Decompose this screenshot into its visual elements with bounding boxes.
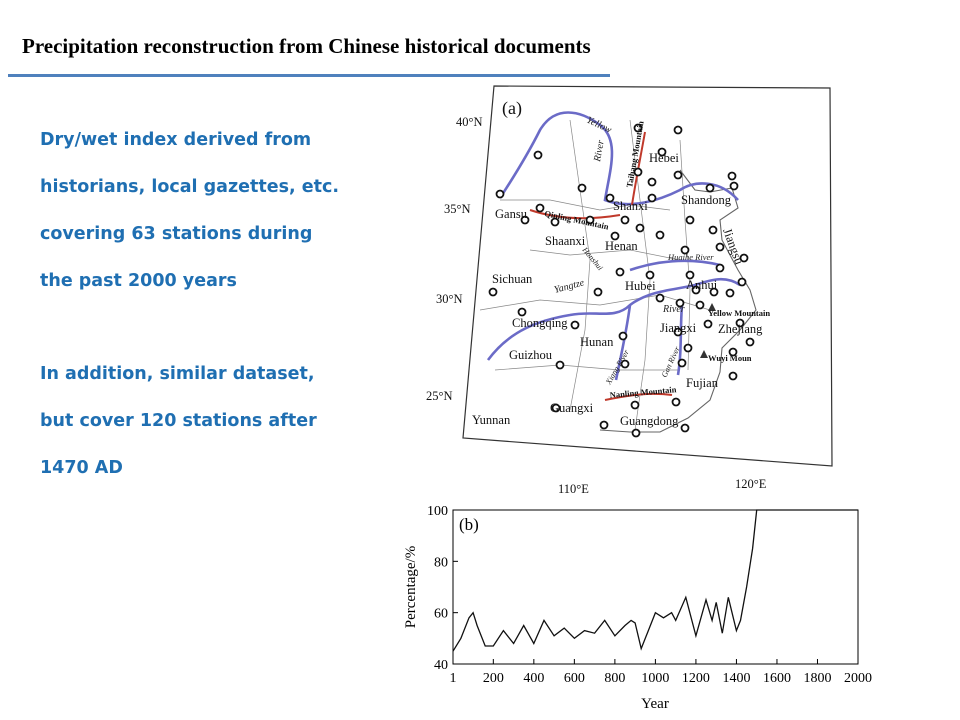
province-label: Shanxi bbox=[613, 199, 648, 213]
text-line: Dry/wet index derived from bbox=[40, 130, 312, 150]
province-label: Guangxi bbox=[550, 401, 594, 415]
x-tick-label: 400 bbox=[523, 671, 544, 686]
province-label: Anhui bbox=[686, 278, 718, 292]
y-tick-label: 60 bbox=[434, 607, 448, 622]
x-tick-label: 1800 bbox=[803, 671, 831, 686]
text-line: In addition, similar dataset, bbox=[40, 364, 315, 384]
title-underline bbox=[8, 74, 610, 77]
x-tick-label: 1000 bbox=[641, 671, 669, 686]
x-axis-label: Year bbox=[641, 696, 669, 712]
x-tick-label: 1600 bbox=[763, 671, 791, 686]
province-label: Gansu bbox=[495, 207, 528, 221]
x-tick-label: 1400 bbox=[722, 671, 750, 686]
station-map: (a) 40°N 35°N 30°N 25°N 110°E 120°E Hebe… bbox=[426, 85, 833, 495]
province-label: Shaanxi bbox=[545, 234, 586, 248]
mountain-label: Yellow Mountain bbox=[708, 308, 770, 318]
slide-title: Precipitation reconstruction from Chines… bbox=[22, 34, 591, 58]
province-label: Jiangxi bbox=[660, 321, 697, 335]
percentage-chart: (b) Percentage/% Year 1 200 400 600 800 1000 1… bbox=[403, 504, 872, 712]
text-line: covering 63 stations during bbox=[40, 224, 313, 244]
province-label: Hebei bbox=[649, 151, 679, 165]
province-label: Shandong bbox=[681, 193, 732, 207]
body-text: Dry/wet index derived from historians, l… bbox=[40, 124, 370, 499]
text-line: historians, local gazettes, etc. bbox=[40, 177, 340, 197]
x-tick-label: 1200 bbox=[682, 671, 710, 686]
y-tick-label: 100 bbox=[427, 504, 448, 519]
x-tick-label: 1 bbox=[450, 671, 457, 686]
xiang-river bbox=[614, 304, 632, 381]
plot-frame bbox=[452, 509, 859, 665]
gan-river bbox=[676, 304, 684, 376]
series-line bbox=[452, 509, 858, 652]
huaihe-river bbox=[629, 259, 721, 272]
text-line: 1470 AD bbox=[40, 458, 123, 478]
stations bbox=[488, 123, 755, 438]
qinling-mountain bbox=[529, 209, 621, 220]
province-label: Guangdong bbox=[620, 414, 679, 428]
river-label: River bbox=[662, 304, 685, 315]
river-label: Huaihe River bbox=[667, 252, 714, 262]
mountain-label: Wuyi Moun bbox=[708, 353, 752, 363]
x-tick-label: 600 bbox=[564, 671, 585, 686]
y-tick-label: 80 bbox=[434, 555, 448, 570]
province-label: Zhejiang bbox=[718, 322, 763, 336]
x-tick-label: 800 bbox=[604, 671, 625, 686]
x-tick-label: 2000 bbox=[844, 671, 872, 686]
lat-label: 40°N bbox=[456, 115, 483, 129]
yellow-river bbox=[498, 111, 739, 206]
province-label: Guizhou bbox=[509, 348, 553, 362]
lon-label: 120°E bbox=[735, 477, 767, 491]
province-label: Yunnan bbox=[472, 413, 511, 427]
province-label: Hunan bbox=[580, 335, 614, 349]
panel-label: (b) bbox=[459, 515, 479, 534]
y-axis-label: Percentage/% bbox=[403, 546, 419, 628]
province-label: Hubei bbox=[625, 279, 656, 293]
text-line: but cover 120 stations after bbox=[40, 411, 317, 431]
lat-label: 30°N bbox=[436, 292, 463, 306]
lat-label: 25°N bbox=[426, 389, 453, 403]
lat-label: 35°N bbox=[444, 202, 471, 216]
rivers bbox=[486, 111, 741, 381]
wuyi-mountain-marker bbox=[700, 350, 708, 358]
river-label: River bbox=[592, 139, 607, 163]
yellow-mountain-marker bbox=[708, 303, 716, 311]
nanling-mountain bbox=[604, 392, 673, 401]
text-line: the past 2000 years bbox=[40, 271, 237, 291]
lon-label: 110°E bbox=[558, 482, 589, 495]
province-label: Henan bbox=[605, 239, 638, 253]
panel-label: (a) bbox=[502, 98, 522, 119]
y-tick-label: 40 bbox=[434, 658, 448, 673]
province-label: Fujian bbox=[686, 376, 719, 390]
province-label: Sichuan bbox=[492, 272, 533, 286]
x-tick-label: 200 bbox=[483, 671, 504, 686]
coastline bbox=[599, 169, 757, 433]
province-label: Chongqing bbox=[512, 316, 568, 330]
